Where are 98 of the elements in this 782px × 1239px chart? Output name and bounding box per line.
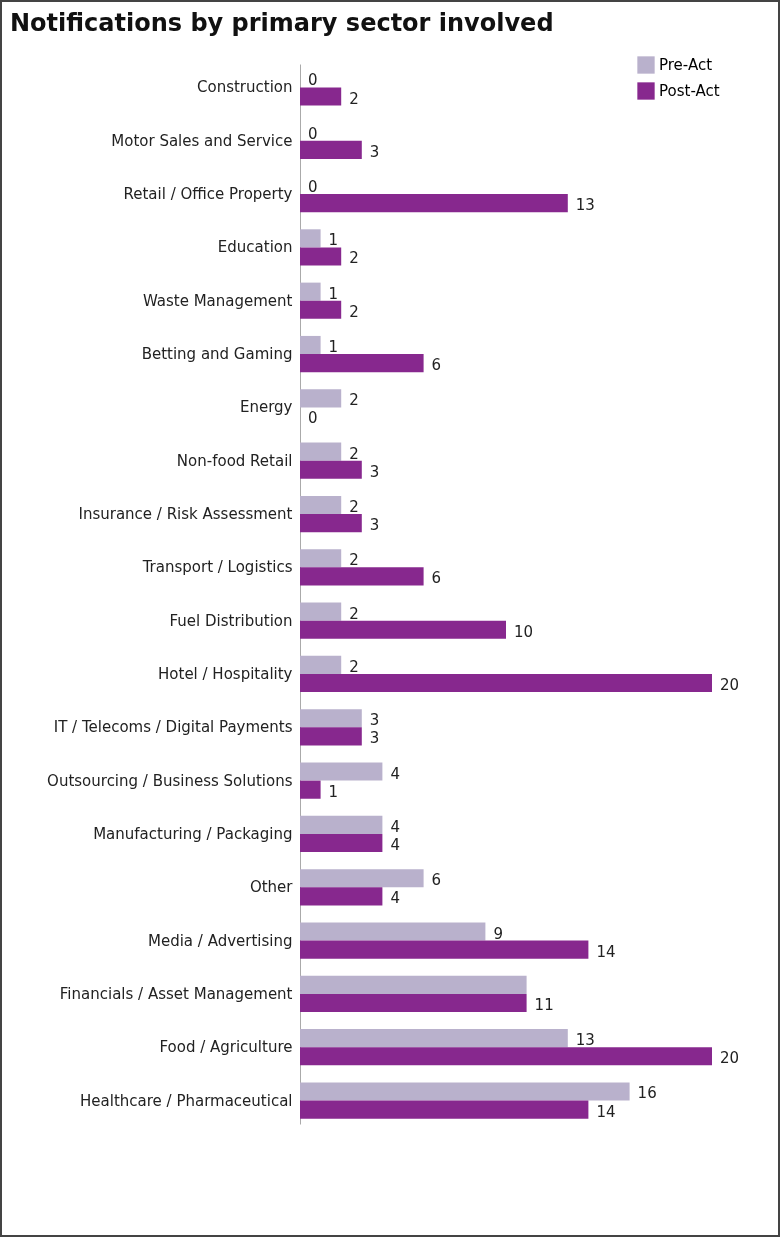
y-tick-label: Construction <box>196 78 293 97</box>
data-label: 10 <box>514 622 534 641</box>
bar <box>300 335 321 355</box>
data-label: 6 <box>431 356 442 375</box>
data-label: 3 <box>369 462 380 481</box>
data-label: 3 <box>369 729 380 748</box>
bar <box>300 780 321 799</box>
data-label: 0 <box>308 124 318 143</box>
y-tick-label: Retail / Office Property <box>123 185 293 204</box>
data-label: 2 <box>349 497 359 516</box>
y-tick-label: Financials / Asset Management <box>59 984 293 1003</box>
bar <box>300 975 527 994</box>
y-tick-label: Waste Management <box>142 291 293 310</box>
y-tick-label: Education <box>217 238 293 257</box>
data-label: 2 <box>349 551 359 570</box>
y-tick-label: Betting and Gaming <box>141 345 293 364</box>
data-label: 20 <box>720 1049 740 1068</box>
chart-title: Notifications by primary sector involved <box>10 9 554 37</box>
data-label: 16 <box>637 1084 657 1103</box>
y-tick-label: Other <box>249 878 294 897</box>
data-label: 14 <box>596 942 616 961</box>
bar <box>300 389 342 408</box>
data-label: 1 <box>328 338 339 356</box>
y-tick-label: Fuel Distribution <box>169 611 293 630</box>
bar <box>300 887 383 906</box>
bar <box>300 709 362 728</box>
bar <box>300 762 383 781</box>
bar <box>300 87 342 106</box>
y-tick-label: Outsourcing / Business Solutions <box>47 771 293 790</box>
data-label: 6 <box>431 569 442 588</box>
bar <box>300 620 506 639</box>
y-tick-label: Food / Agriculture <box>159 1038 293 1057</box>
data-label: 2 <box>349 391 359 410</box>
bar <box>300 460 362 479</box>
bar <box>300 1047 712 1066</box>
bar <box>300 673 712 693</box>
data-label: 13 <box>575 1031 595 1050</box>
bar <box>300 1100 589 1119</box>
y-tick-label: Insurance / Risk Assessment <box>78 505 293 524</box>
data-label: 1 <box>328 782 339 801</box>
bar <box>300 602 342 621</box>
data-label: 1 <box>328 284 339 303</box>
bar <box>300 354 424 373</box>
data-label: 2 <box>349 444 359 463</box>
bar <box>300 833 383 853</box>
y-tick-label: Non-food Retail <box>176 451 293 470</box>
y-tick-label: Media / Advertising <box>148 931 293 950</box>
bar <box>300 1029 568 1048</box>
data-label: 20 <box>720 676 740 695</box>
data-label: 9 <box>493 924 503 943</box>
legend-label: Pre-Act <box>659 56 713 74</box>
bar <box>300 300 342 319</box>
data-label: 11 <box>534 995 554 1014</box>
data-label: 1 <box>328 231 339 250</box>
bar <box>300 655 342 674</box>
data-label: 4 <box>390 764 400 783</box>
bar <box>300 1082 630 1101</box>
bar <box>300 869 424 888</box>
bar <box>300 282 321 301</box>
y-tick-label: Hotel / Hospitality <box>158 664 293 683</box>
bar <box>300 567 424 586</box>
data-label: 2 <box>349 604 359 623</box>
y-tick-label: IT / Telecoms / Digital Payments <box>53 718 293 737</box>
bar <box>300 442 342 461</box>
data-label: 2 <box>349 302 359 321</box>
y-tick-label: Manufacturing / Packaging <box>93 824 293 843</box>
bar <box>300 194 568 213</box>
bar <box>300 514 362 533</box>
data-label: 4 <box>390 889 400 908</box>
data-label: 0 <box>308 409 318 428</box>
data-label: 3 <box>369 711 380 730</box>
bar <box>300 993 527 1013</box>
data-label: 2 <box>349 89 359 108</box>
data-label: 0 <box>308 71 318 90</box>
bar <box>300 140 362 159</box>
data-label: 3 <box>369 142 380 161</box>
data-label: 14 <box>596 1102 616 1121</box>
data-label: 2 <box>349 249 359 268</box>
bar <box>300 495 342 515</box>
bar <box>300 247 342 266</box>
y-tick-label: Energy <box>239 398 293 417</box>
data-label: 6 <box>431 871 442 890</box>
legend-label: Post-Act <box>659 82 720 100</box>
data-label: 13 <box>575 196 595 215</box>
y-tick-label: Healthcare / Pharmaceutical <box>80 1091 293 1110</box>
bar <box>300 229 321 248</box>
bar <box>300 922 486 941</box>
y-tick-label: Transport / Logistics <box>141 558 293 577</box>
y-tick-label: Motor Sales and Service <box>111 131 293 150</box>
bar <box>300 940 589 959</box>
data-label: 4 <box>390 836 400 854</box>
data-label: 0 <box>308 178 318 197</box>
data-label: 3 <box>369 516 380 535</box>
bar <box>300 727 362 746</box>
data-label: 4 <box>390 817 400 836</box>
bar <box>300 549 342 568</box>
bar <box>300 815 383 834</box>
data-label: 2 <box>349 657 359 676</box>
